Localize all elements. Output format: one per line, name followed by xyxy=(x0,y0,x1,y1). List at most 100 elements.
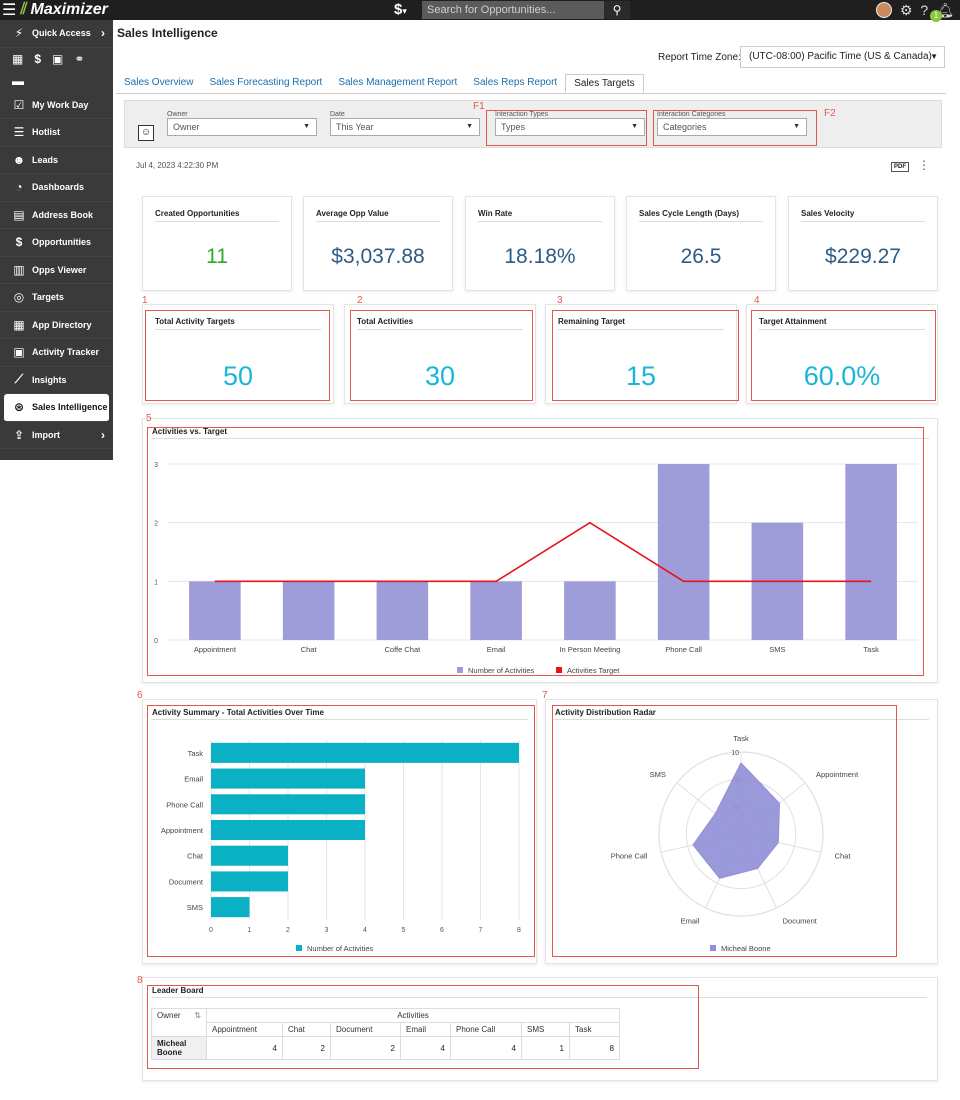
kpi-card-sales-velocity: Sales Velocity $229.27 xyxy=(788,196,938,291)
menu-icon[interactable]: ☰ xyxy=(2,2,17,19)
avatar[interactable] xyxy=(875,2,892,18)
annotation-box-f1 xyxy=(486,110,647,146)
bar-phone-call xyxy=(211,794,365,815)
y-tick-label: Email xyxy=(184,775,203,784)
annotation-box-2 xyxy=(350,310,533,401)
annotation-box-8 xyxy=(147,985,699,1069)
bar-task xyxy=(211,742,519,763)
legend-label-target: Activities Target xyxy=(567,666,620,675)
sidebar-item-quick-access[interactable]: ⚡︎ Quick Access › xyxy=(0,20,113,48)
sidebar-item-app-directory[interactable]: ▦ App Directory xyxy=(0,312,113,339)
sidebar-item-activity-tracker[interactable]: ▣ Activity Tracker xyxy=(0,339,113,367)
value-cell: 4 xyxy=(450,1036,522,1060)
report-tabs: Sales Overview Sales Forecasting Report … xyxy=(116,74,946,94)
sidebar-item-opportunities[interactable]: $ Opportunities xyxy=(0,229,113,257)
cash-icon[interactable]: ▣ xyxy=(52,51,64,66)
timezone-select[interactable]: (UTC-08:00) Pacific Time (US & Canada) ▼ xyxy=(740,46,945,68)
activity-distribution-radar: 0510AppointmentChatDocumentEmailPhone Ca… xyxy=(611,734,859,953)
gear-icon[interactable]: ⚙ xyxy=(899,2,913,18)
tab-sales-overview[interactable]: Sales Overview xyxy=(124,77,194,88)
annotation-f2: F2 xyxy=(824,108,836,119)
help-icon[interactable]: ? xyxy=(920,2,929,18)
annotation-7: 7 xyxy=(542,690,548,701)
kpi-card-average-opp-value: Average Opp Value $3,037.88 xyxy=(303,196,453,291)
binoculars-icon[interactable]: ⚭ xyxy=(74,51,85,66)
report-timestamp: Jul 4, 2023 4:22:30 PM xyxy=(136,161,219,170)
sidebar-item-insights[interactable]: ⟋ Insights xyxy=(0,367,113,394)
y-tick-label: Task xyxy=(188,749,204,758)
target-card-total-activities: Total Activities 30 xyxy=(344,304,536,404)
interaction-types-select[interactable]: Types ▼ xyxy=(495,118,645,136)
x-tick-label: 0 xyxy=(209,927,213,934)
leader-board-panel: Leader Board Owner ⇅ Activities Appointm… xyxy=(142,977,938,1081)
x-tick-label: 7 xyxy=(479,927,483,934)
dollar-quick-icon[interactable]: $ xyxy=(34,51,42,66)
tab-sales-forecasting[interactable]: Sales Forecasting Report xyxy=(209,77,323,88)
kpi-card-sales-cycle-length: Sales Cycle Length (Days) 26.5 xyxy=(626,196,776,291)
sort-filter-icon: ⇅ xyxy=(194,1011,201,1020)
annotation-box-f2 xyxy=(653,110,817,146)
annotation-box-5 xyxy=(147,427,924,676)
interaction-categories-select[interactable]: Categories ▼ xyxy=(657,118,807,136)
date-select[interactable]: This Year ▼ xyxy=(330,118,480,136)
bar-coffe-chat xyxy=(376,581,429,640)
y-tick-label: Chat xyxy=(187,852,204,861)
timezone-label: Report Time Zone: xyxy=(658,52,741,63)
search-input[interactable]: Search for Opportunities... xyxy=(422,1,604,19)
date-filter: Date This Year ▼ xyxy=(330,111,480,136)
tab-sales-targets[interactable]: Sales Targets xyxy=(565,74,644,93)
sidebar-item-dashboards[interactable]: ◔ Dashboards xyxy=(0,174,113,202)
sidebar-item-hotlist[interactable]: ☰ Hotlist xyxy=(0,119,113,147)
chart-title: Activity Distribution Radar xyxy=(555,708,656,717)
chevron-right-icon: › xyxy=(101,26,105,41)
briefcase-icon[interactable]: ▬ xyxy=(12,73,24,88)
annotation-4: 4 xyxy=(754,295,760,306)
person-filter-icon[interactable]: ☺ xyxy=(138,125,154,141)
sidebar-item-address-book[interactable]: ▤ Address Book xyxy=(0,202,113,229)
owner-select[interactable]: Owner ▼ xyxy=(167,118,317,136)
sidebar-item-sales-intelligence[interactable]: ⊛ Sales Intelligence xyxy=(4,394,109,422)
annotation-1: 1 xyxy=(142,295,148,306)
x-tick-label: In Person Meeting xyxy=(559,645,620,654)
x-tick-label: Chat xyxy=(301,645,318,654)
sidebar-item-my-work-day[interactable]: ☑ My Work Day xyxy=(0,92,113,119)
annotation-box-1 xyxy=(145,310,330,401)
bar-email xyxy=(211,768,365,789)
leader-board-title: Leader Board xyxy=(152,986,204,995)
annotation-box-4 xyxy=(751,310,936,401)
sidebar-item-targets[interactable]: ◎ Targets xyxy=(0,284,113,312)
activity-summary-chart: 0 1 2 3 4 5 6 7 8 Task Email Phone Call Appointment C… xyxy=(161,740,521,953)
currency-switcher[interactable]: $▾ xyxy=(394,1,407,18)
radar-axis-label: Chat xyxy=(835,851,852,860)
legend-label: Number of Activities xyxy=(307,944,374,953)
y-tick-label: Appointment xyxy=(161,826,204,835)
search-icon[interactable]: ⚲ xyxy=(604,1,630,19)
chevron-down-icon: ▼ xyxy=(930,52,938,61)
tab-sales-management[interactable]: Sales Management Report xyxy=(338,77,458,88)
page-title: Sales Intelligence xyxy=(117,26,218,40)
bar-email xyxy=(470,581,522,640)
contact-icon: ▤ xyxy=(13,207,25,222)
annotation-3: 3 xyxy=(557,295,563,306)
calculator-icon[interactable]: ▦ xyxy=(12,51,24,66)
activities-vs-target-panel: Activities vs. Target 0 1 2 3 Appointment Cha… xyxy=(142,418,938,683)
pdf-export-icon[interactable]: PDF xyxy=(891,162,909,172)
kpi-card-created-opportunities: Created Opportunities 11 xyxy=(142,196,292,291)
x-tick-label: Email xyxy=(487,645,506,654)
bar-chat xyxy=(282,581,335,640)
radar-axis-label: Task xyxy=(733,734,749,743)
more-options-icon[interactable]: ⋮ xyxy=(918,158,930,172)
value-cell: 1 xyxy=(521,1036,570,1060)
radar-axis-label: SMS xyxy=(650,770,666,779)
app-logo[interactable]: ☰ ⫽ Maximizer xyxy=(2,0,108,20)
annotation-box-7 xyxy=(552,705,897,957)
sidebar-item-opps-viewer[interactable]: ▥ Opps Viewer xyxy=(0,257,113,284)
sidebar-item-leads[interactable]: ☻ Leads xyxy=(0,147,113,174)
tab-sales-reps[interactable]: Sales Reps Report xyxy=(473,77,558,88)
sidebar-item-import[interactable]: ⇪ Import › xyxy=(0,422,113,449)
target-card-remaining-target: Remaining Target 15 xyxy=(545,304,737,404)
radar-tick-label: 10 xyxy=(731,750,739,757)
bar-phone-call xyxy=(657,464,710,640)
legend-label: Micheal Boone xyxy=(721,944,771,953)
owner-header[interactable]: Owner ⇅ xyxy=(151,1008,207,1037)
